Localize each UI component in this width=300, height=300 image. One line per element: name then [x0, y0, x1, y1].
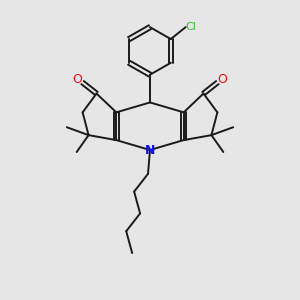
- Text: O: O: [218, 73, 227, 86]
- Text: Cl: Cl: [185, 22, 196, 32]
- Text: O: O: [73, 73, 82, 86]
- Text: N: N: [145, 143, 155, 157]
